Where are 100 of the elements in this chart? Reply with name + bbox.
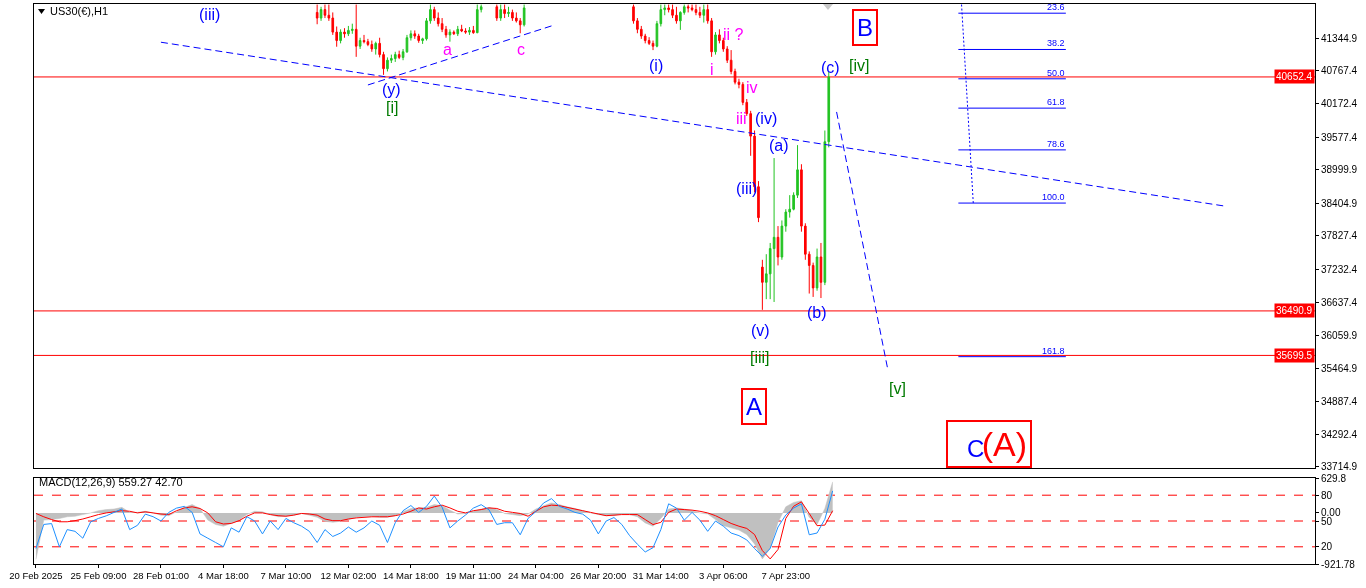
y-tick-label: 41344.9: [1321, 32, 1358, 44]
annotation: a: [443, 41, 452, 58]
y-tick-label: 37232.4: [1321, 263, 1358, 275]
y-tick-label: 38999.9: [1321, 164, 1358, 176]
ref-line-label: 23.6: [1047, 2, 1065, 12]
y-tick-label: 36059.9: [1321, 329, 1358, 341]
ref-line-label: 100.0: [1042, 192, 1065, 202]
candlestick: [694, 4, 698, 16]
candlestick: [339, 28, 342, 44]
candlestick: [511, 9, 514, 22]
candlestick: [374, 41, 378, 56]
x-tick-label: 14 Mar 18:00: [382, 570, 439, 582]
x-tick-label: 26 Mar 20:00: [570, 570, 627, 582]
candlestick: [686, 4, 690, 13]
x-tick-label: 3 Apr 06:00: [699, 570, 748, 582]
candlestick: [647, 36, 651, 46]
candlestick: [413, 29, 417, 40]
annotation: A: [746, 393, 763, 420]
annotation: (c): [821, 59, 840, 76]
annotation: B: [857, 14, 874, 41]
candlestick: [432, 6, 436, 22]
candlestick: [343, 27, 346, 39]
candlestick: [714, 31, 717, 56]
candlestick: [386, 56, 389, 72]
y-tick-label: 35464.9: [1321, 363, 1358, 375]
y-tick-label: 39577.4: [1321, 131, 1358, 143]
candlestick: [472, 25, 475, 35]
candlestick: [815, 248, 819, 292]
annotation: (i): [649, 57, 664, 74]
x-tick-label: 24 Mar 04:00: [507, 570, 564, 582]
x-tick-label: 20 Feb 2025: [9, 570, 63, 582]
y-tick-label: 34887.4: [1321, 395, 1358, 407]
y-tick-label: 38404.9: [1321, 197, 1358, 209]
annotation: i: [710, 61, 714, 78]
chart-title: MACD(12,26,9) 559.27 42.70: [39, 475, 183, 488]
ref-line-label: 38.2: [1047, 38, 1065, 48]
ref-line-label: 78.6: [1047, 139, 1065, 149]
x-tick-label: 25 Feb 09:00: [70, 570, 127, 582]
annotation: (a): [769, 137, 789, 154]
candlestick: [776, 225, 780, 266]
y-tick-label: 33714.9: [1321, 461, 1358, 473]
annotation: (v): [751, 322, 770, 339]
x-tick-label: 28 Feb 01:00: [132, 570, 189, 582]
candlestick: [702, 4, 706, 24]
candlestick: [772, 157, 776, 303]
candlestick: [397, 50, 401, 60]
x-tick-label: 12 Mar 02:00: [320, 570, 377, 582]
x-tick-label: 7 Apr 23:00: [761, 570, 811, 582]
y-tick-label: 629.8: [1321, 472, 1347, 484]
annotation: (iii): [736, 180, 758, 197]
candlestick: [354, 4, 358, 58]
candlestick: [448, 28, 452, 43]
annotation: iv: [746, 79, 758, 96]
candlestick: [350, 23, 354, 35]
candlestick: [319, 6, 323, 22]
candlestick: [468, 26, 471, 36]
annotation: [iv]: [849, 57, 870, 74]
annotation: (iii): [199, 6, 221, 23]
candlestick: [417, 33, 421, 44]
ref-line-label: 35699.5: [1276, 350, 1313, 361]
y-tick-label: 36637.4: [1321, 297, 1358, 309]
candlestick: [499, 4, 503, 22]
y2-tick-label: 20: [1321, 541, 1333, 553]
y-tick-label: 40172.4: [1321, 98, 1358, 110]
x-tick-label: 4 Mar 18:00: [198, 570, 249, 582]
candlestick: [460, 24, 463, 33]
annotation: c: [517, 41, 525, 58]
x-tick-label: 7 Mar 10:00: [260, 570, 312, 582]
candlestick: [522, 4, 526, 27]
candlestick: [475, 4, 479, 34]
y-tick-label: 34292.4: [1321, 429, 1358, 441]
x-tick-label: 31 Mar 14:00: [632, 570, 689, 582]
x-tick-label: 19 Mar 11:00: [445, 570, 502, 582]
y2-tick-label: 80: [1321, 489, 1333, 501]
candlestick: [370, 40, 374, 53]
candlestick: [358, 37, 362, 50]
candlestick: [819, 242, 823, 299]
candlestick: [347, 25, 350, 37]
y-tick-label: 37827.4: [1321, 230, 1358, 242]
ref-line-label: 61.8: [1047, 97, 1065, 107]
annotation: [i]: [386, 99, 399, 116]
candlestick: [507, 6, 510, 18]
y-tick-label: 40767.4: [1321, 64, 1358, 76]
annotation: [v]: [889, 380, 906, 397]
chart-title: US30(€),H1: [50, 4, 109, 17]
ref-line-label: 36490.9: [1276, 305, 1313, 316]
candlestick: [452, 29, 456, 36]
line-series: [35, 490, 834, 557]
annotation: iii: [736, 110, 747, 127]
candlestick: [323, 4, 327, 19]
y-tick-label: -921.78: [1321, 558, 1356, 570]
annotation: (iv): [755, 110, 778, 127]
annotation: C: [967, 435, 985, 462]
ref-line-label: 161.8: [1042, 346, 1065, 356]
ref-line-label: 40652.4: [1276, 71, 1313, 82]
ref-line-label: 50.0: [1047, 68, 1065, 78]
candlestick: [456, 25, 460, 37]
candlestick: [362, 34, 366, 44]
candlestick: [495, 4, 499, 22]
candlestick: [675, 6, 678, 25]
